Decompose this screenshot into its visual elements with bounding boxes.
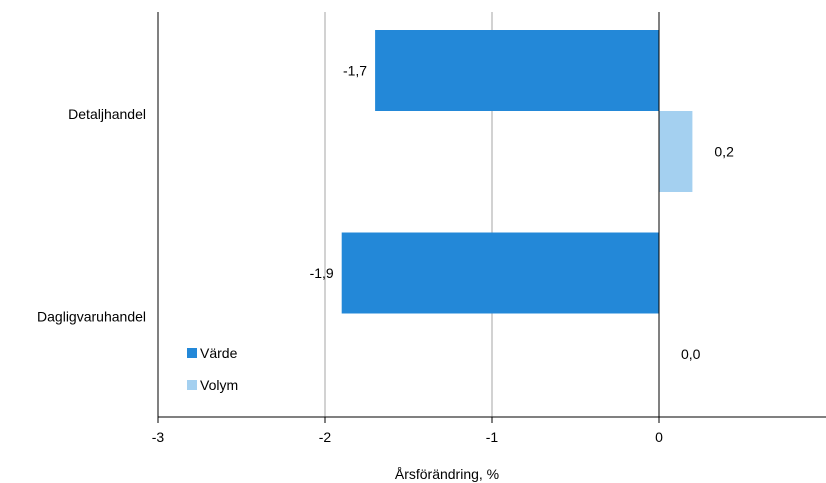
x-ticks: -3 -2 -1 0 xyxy=(152,417,663,445)
bar-detaljhandel-volym xyxy=(659,111,693,192)
x-tick-label-0: -3 xyxy=(152,429,165,445)
category-labels: Detaljhandel Dagligvaruhandel xyxy=(37,106,146,325)
legend-swatch-volym xyxy=(187,380,197,390)
data-label-detaljhandel-volym: 0,2 xyxy=(714,144,734,160)
data-label-detaljhandel-värde: -1,7 xyxy=(343,63,367,79)
bar-dagligvaruhandel-värde xyxy=(341,232,659,314)
legend-swatch-värde xyxy=(187,348,197,358)
legend: Värde Volym xyxy=(187,345,238,393)
category-label-0: Detaljhandel xyxy=(68,106,146,122)
x-tick-label-2: -1 xyxy=(486,429,499,445)
category-label-1: Dagligvaruhandel xyxy=(37,309,146,325)
data-label-dagligvaruhandel-värde: -1,9 xyxy=(310,265,334,281)
legend-label-värde: Värde xyxy=(200,345,238,361)
bars xyxy=(341,30,693,314)
x-tick-label-1: -2 xyxy=(319,429,332,445)
data-label-dagligvaruhandel-volym: 0,0 xyxy=(681,346,701,362)
legend-label-volym: Volym xyxy=(200,377,238,393)
data-labels: -1,7 0,2 -1,9 0,0 xyxy=(310,63,735,363)
bar-detaljhandel-värde xyxy=(375,30,659,111)
x-axis-title: Årsförändring, % xyxy=(395,466,499,482)
x-tick-label-3: 0 xyxy=(655,429,663,445)
